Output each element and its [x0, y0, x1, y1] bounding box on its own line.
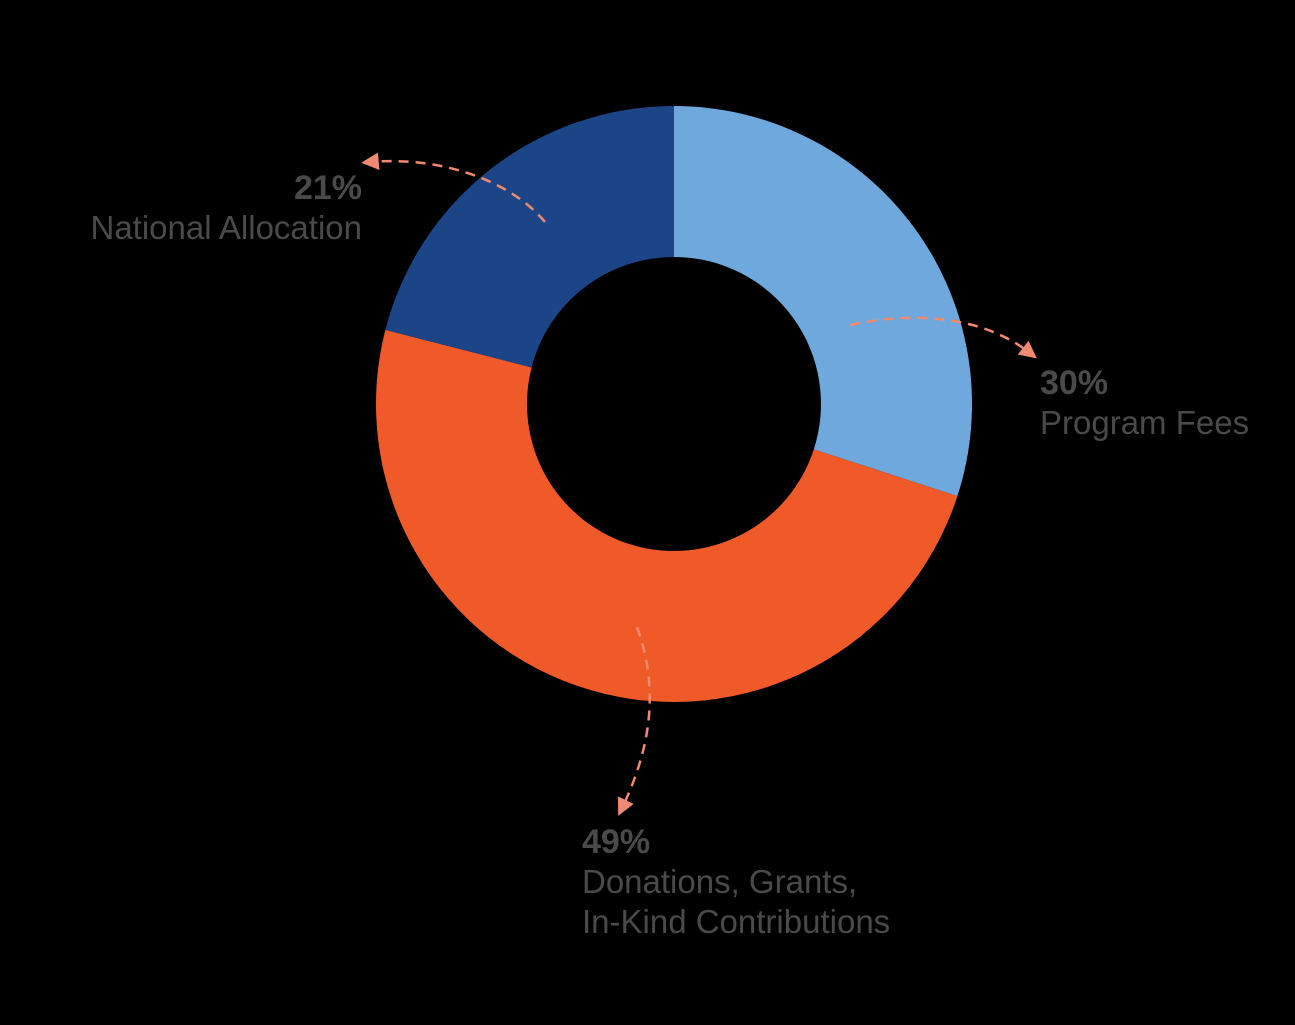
slice-national-allocation: [385, 106, 674, 368]
label-national-allocation: 21% National Allocation: [90, 168, 362, 248]
category-label-program-fees: Program Fees: [1040, 404, 1250, 441]
leader-arrow-program-fees: [849, 316, 1037, 359]
slices-group: [375, 106, 973, 703]
label-donations: 49% Donations, Grants, In-Kind Contribut…: [582, 822, 890, 942]
leader-lines: [361, 152, 1037, 816]
category-label-donations-line-1: Donations, Grants,: [582, 863, 858, 900]
leader-arrow-donations: [617, 626, 651, 816]
value-label-program-fees: 30%: [1040, 364, 1109, 402]
category-label-national-allocation: National Allocation: [90, 209, 362, 246]
slice-program-fees: [674, 106, 973, 497]
category-label-donations-line-2: In-Kind Contributions: [582, 903, 891, 940]
value-label-national-allocation: 21%: [293, 169, 362, 207]
leader-arrow-national-allocation: [361, 152, 546, 223]
value-label-donations: 49%: [582, 823, 651, 861]
label-program-fees: 30% Program Fees: [1040, 363, 1249, 443]
slice-donations-grants: [375, 329, 958, 703]
